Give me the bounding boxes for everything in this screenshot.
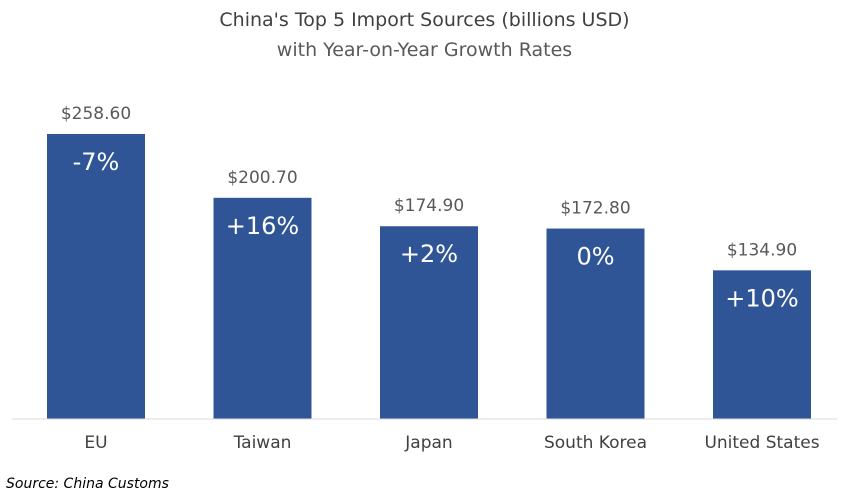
bars-layer: $258.60 -7% EU $200.70 +16% Taiwan $174.90 +2% J… [47,104,820,453]
bar-south-korea [546,228,645,419]
growth-label: +10% [725,284,798,312]
value-label: $134.90 [727,240,797,260]
category-label: Japan [404,433,452,453]
category-label: EU [84,433,107,453]
value-label: $200.70 [227,168,297,188]
bar-eu [47,134,145,419]
bar-japan [380,226,478,419]
growth-label: +16% [226,212,299,240]
growth-label: 0% [576,243,614,271]
category-label: South Korea [544,433,647,453]
chart-subtitle: with Year-on-Year Growth Rates [277,39,572,61]
chart-title: China's Top 5 Import Sources (billions U… [219,9,629,31]
value-label: $258.60 [61,104,131,124]
category-label: United States [704,433,819,453]
growth-label: +2% [400,240,458,268]
bar-taiwan [213,197,312,419]
value-label: $174.90 [394,196,464,216]
category-label: Taiwan [233,433,292,453]
source-note: Source: China Customs [6,476,169,492]
growth-label: -7% [73,148,120,176]
value-label: $172.80 [560,199,630,219]
bar-united-states [713,270,811,419]
